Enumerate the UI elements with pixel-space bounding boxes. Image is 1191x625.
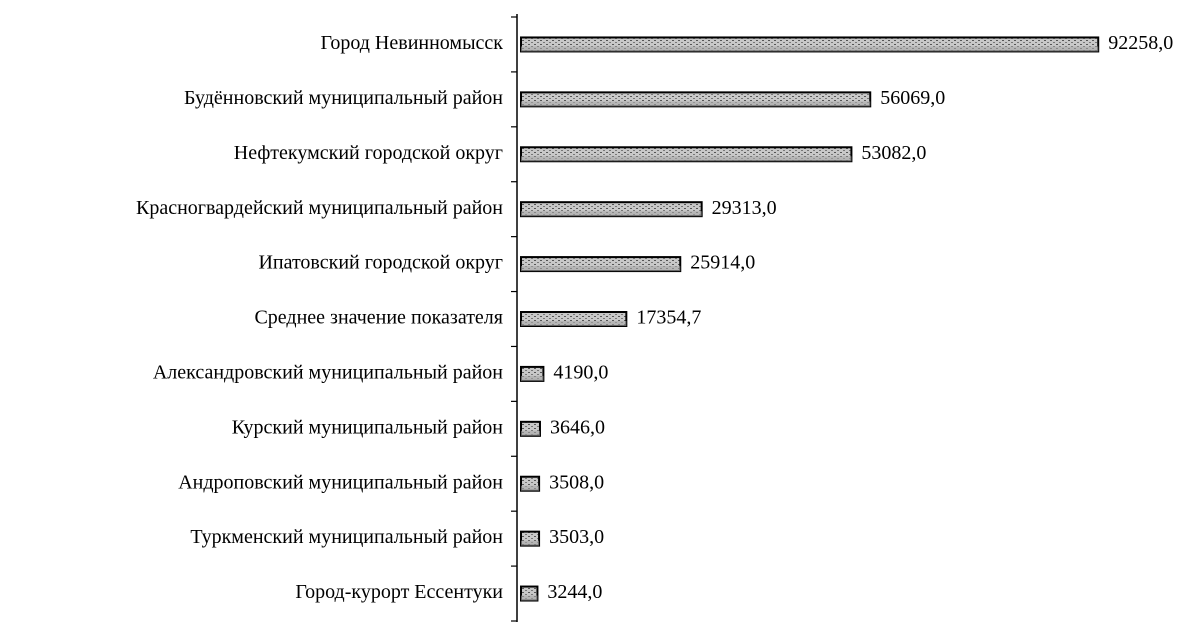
category-label: Город Невинномысск [321,32,504,54]
value-label: 4190,0 [553,362,608,384]
value-label: 92258,0 [1108,32,1173,54]
category-label: Нефтекумский городской округ [234,142,503,164]
bar-shade [521,211,702,217]
bar-shade [521,321,627,326]
value-label: 17354,7 [636,307,701,329]
value-label: 3244,0 [547,581,602,603]
bar-shade [521,266,681,272]
bar-shade [521,101,871,107]
category-label: Город-курорт Ессентуки [295,581,503,603]
value-label: 53082,0 [861,142,926,164]
bar-shade [521,430,540,436]
bar-shade [521,540,540,546]
bar-shade [521,485,540,491]
bar-shade [521,375,544,381]
category-label: Курский муниципальный район [232,416,504,438]
value-label: 3646,0 [550,416,605,438]
category-label: Ипатовский городской округ [258,252,503,274]
category-label: Будённовский муниципальный район [184,87,503,109]
value-label: 56069,0 [880,87,945,109]
value-label: 25914,0 [690,252,755,274]
bar-shade [521,595,538,601]
value-label: 3503,0 [549,526,604,548]
value-label: 29313,0 [712,197,777,219]
category-label: Среднее значение показателя [254,307,503,329]
bar-shade [521,46,1099,52]
value-label: 3508,0 [549,471,604,493]
category-label: Александровский муниципальный район [153,362,503,384]
category-label: Туркменский муниципальный район [190,526,503,548]
category-label: Красногвардейский муниципальный район [136,197,503,219]
bar-shade [521,156,852,162]
category-label: Андроповский муниципальный район [178,471,503,493]
